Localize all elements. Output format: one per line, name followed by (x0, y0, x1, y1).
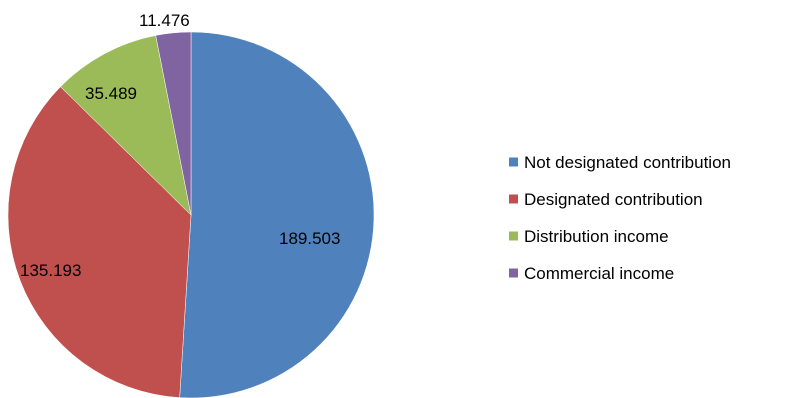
data-label-not-designated-contribution: 189.503 (279, 229, 340, 248)
data-label-commercial-income: 11.476 (139, 11, 190, 30)
pie-slice-designated-contribution (7, 86, 192, 398)
legend-swatch-commercial-income (509, 268, 518, 278)
legend: Not designated contribution Designated co… (509, 153, 731, 283)
legend-swatch-designated-contribution (509, 194, 518, 204)
legend-swatch-distribution-income (509, 231, 518, 241)
legend-label-distribution-income: Distribution income (524, 227, 669, 246)
pie-data-labels: 189.503 135.193 35.489 11.476 (20, 11, 340, 280)
data-label-distribution-income: 35.489 (85, 84, 137, 103)
legend-label-not-designated-contribution: Not designated contribution (524, 153, 731, 172)
legend-label-designated-contribution: Designated contribution (524, 190, 703, 209)
pie-slice-commercial-income (155, 31, 192, 216)
pie-slices (7, 31, 375, 398)
pie-slice-not-designated-contribution (179, 31, 375, 398)
pie-slice-distribution-income (60, 35, 192, 216)
legend-swatch-not-designated-contribution (509, 157, 518, 167)
data-label-designated-contribution: 135.193 (20, 261, 81, 280)
legend-label-commercial-income: Commercial income (524, 264, 674, 283)
